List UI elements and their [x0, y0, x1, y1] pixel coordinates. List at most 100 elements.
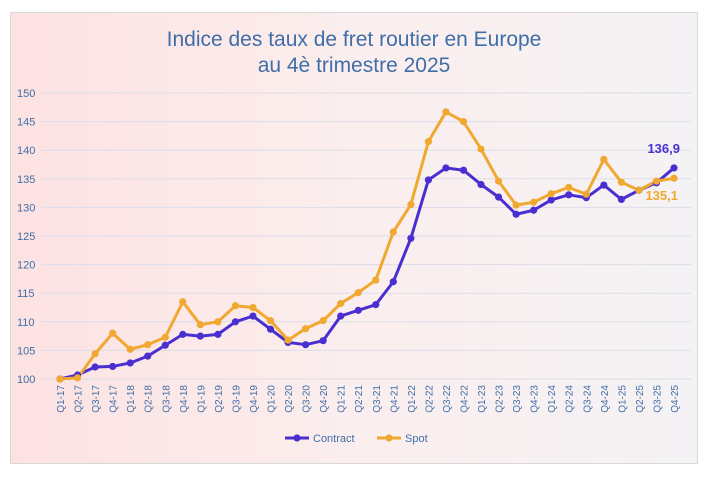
data-point-spot	[494, 177, 503, 185]
data-point-spot	[407, 200, 415, 209]
data-point-contract	[424, 176, 432, 184]
y-tick-label: 135	[17, 174, 35, 186]
end-label-contract: 136,9	[647, 141, 680, 156]
x-tick-label: Q3-18	[161, 385, 172, 413]
data-point-contract	[565, 191, 573, 199]
data-point-spot	[337, 299, 345, 308]
x-tick-label: Q3-20	[302, 385, 313, 413]
data-point-contract	[319, 337, 327, 345]
data-point-contract	[109, 362, 117, 371]
data-point-contract	[179, 330, 187, 338]
data-point-contract	[214, 330, 222, 338]
data-point-spot	[617, 178, 625, 186]
data-point-contract	[302, 341, 310, 349]
data-point-spot	[126, 345, 134, 353]
chart-title: Indice des taux de fret routier en Europ…	[11, 27, 697, 79]
data-point-spot	[582, 190, 590, 198]
y-tick-label: 115	[17, 288, 35, 300]
x-tick-label: Q4-17	[109, 385, 120, 413]
data-point-contract	[354, 306, 362, 314]
data-point-contract	[389, 278, 397, 286]
x-tick-label: Q4-25	[670, 385, 681, 413]
data-point-spot	[196, 321, 204, 329]
data-point-contract	[494, 193, 503, 201]
data-point-contract	[547, 196, 555, 204]
x-tick-label: Q2-25	[635, 385, 646, 413]
x-tick-label: Q1-22	[407, 385, 418, 413]
x-tick-label: Q3-22	[442, 385, 453, 413]
data-point-spot	[652, 177, 661, 185]
data-point-contract	[337, 312, 345, 320]
y-tick-label: 130	[17, 202, 35, 214]
data-point-spot	[372, 276, 380, 284]
x-tick-label: Q4-20	[319, 385, 330, 413]
data-point-spot	[179, 298, 187, 306]
data-point-contract	[196, 332, 204, 340]
data-point-contract	[512, 210, 520, 218]
x-tick-label: Q4-22	[459, 385, 470, 413]
data-point-spot	[214, 318, 222, 326]
data-point-spot	[565, 183, 573, 191]
legend-marker-contract	[293, 434, 301, 442]
data-point-spot	[389, 228, 397, 236]
data-point-contract	[459, 166, 468, 174]
x-tick-label: Q1-20	[267, 385, 278, 413]
data-point-contract	[617, 195, 625, 203]
data-point-contract	[231, 318, 240, 326]
data-point-contract	[530, 206, 538, 214]
legend-label-contract: Contract	[313, 433, 355, 445]
legend-marker-spot	[385, 434, 393, 442]
x-tick-label: Q2-24	[565, 385, 576, 413]
x-tick-label: Q1-18	[126, 385, 137, 413]
data-point-spot	[56, 375, 64, 383]
x-tick-label: Q3-24	[582, 385, 593, 413]
y-tick-label: 145	[17, 117, 35, 129]
chart-title-line-2: au 4è trimestre 2025	[257, 54, 451, 77]
end-label-spot: 135,1	[645, 188, 678, 203]
x-tick-label: Q1-19	[196, 385, 207, 413]
data-point-spot	[284, 336, 292, 344]
x-tick-label: Q3-23	[512, 385, 523, 413]
x-tick-label: Q1-17	[56, 385, 67, 413]
y-tick-label: 125	[17, 231, 35, 243]
x-tick-label: Q3-25	[652, 385, 663, 413]
x-tick-label: Q3-19	[231, 385, 242, 413]
data-point-contract	[266, 325, 275, 333]
x-tick-label: Q1-25	[617, 385, 628, 413]
data-point-contract	[249, 312, 257, 320]
y-tick-label: 140	[17, 145, 35, 157]
x-tick-label: Q1-24	[547, 385, 558, 413]
data-point-contract	[477, 180, 485, 189]
data-point-contract	[126, 359, 134, 367]
y-tick-label: 150	[17, 88, 35, 100]
x-tick-label: Q1-23	[477, 385, 488, 413]
data-point-spot	[530, 198, 538, 206]
x-tick-label: Q2-23	[495, 385, 506, 413]
x-tick-label: Q4-23	[530, 385, 541, 413]
data-point-spot	[600, 155, 608, 163]
chart-container: Indice des taux de fret routier en Europ…	[10, 12, 698, 464]
data-point-spot	[319, 317, 327, 325]
data-point-spot	[442, 108, 450, 116]
series-line-spot	[59, 110, 675, 381]
data-point-spot	[635, 186, 643, 194]
legend-label-spot: Spot	[405, 433, 428, 445]
chart-title-line-1: Indice des taux de fret routier en Europ…	[166, 28, 542, 51]
data-point-spot	[424, 138, 432, 146]
x-tick-label: Q2-20	[284, 385, 295, 413]
data-point-spot	[231, 302, 240, 310]
data-point-contract	[442, 164, 450, 172]
data-point-spot	[459, 118, 468, 126]
x-tick-label: Q3-21	[372, 385, 383, 413]
x-tick-label: Q2-18	[144, 385, 155, 413]
x-tick-label: Q4-24	[600, 385, 611, 413]
data-point-contract	[144, 352, 152, 360]
x-tick-label: Q2-21	[354, 385, 365, 413]
x-tick-label: Q2-17	[74, 385, 85, 413]
data-point-spot	[547, 190, 555, 198]
data-point-spot	[354, 289, 362, 297]
y-tick-label: 100	[17, 374, 35, 386]
x-tick-label: Q4-21	[389, 385, 400, 413]
x-tick-label: Q1-21	[337, 385, 348, 413]
data-point-spot	[161, 333, 169, 341]
